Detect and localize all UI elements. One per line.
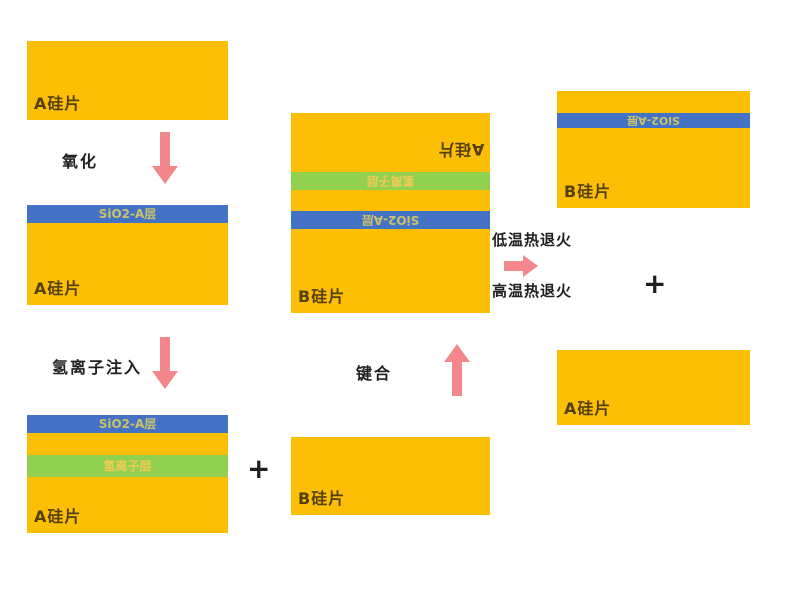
implant-down-arrow-icon [152, 337, 178, 389]
wafer-b-label: B硅片 [298, 287, 346, 306]
wafer-b-plain: B硅片 [291, 437, 490, 515]
oxide-layer-band: SiO2-A层 [27, 205, 228, 223]
wafer-b-label: B硅片 [298, 489, 346, 508]
arrow-shaft [160, 337, 170, 371]
arrow-shaft [504, 261, 523, 271]
bonding-up-arrow-icon [444, 344, 470, 396]
low-temp-anneal-label: 低温热退火 [492, 231, 573, 249]
oxide-layer-label: SiO2-A层 [98, 417, 157, 431]
wafer-b-label: B硅片 [564, 182, 612, 201]
wafer-a-label: A硅片 [34, 279, 82, 298]
arrow-head [152, 166, 178, 184]
silicon-gap-layer [27, 433, 228, 455]
bonded-stack: A硅片 氢离子层 SiO2-A层 B硅片 [291, 113, 490, 313]
oxide-layer-band: SiO2-A层 [27, 415, 228, 433]
transferred-silicon-layer [557, 91, 750, 113]
wafer-a-reclaimed: A硅片 [557, 350, 750, 425]
wafer-b-layer: B硅片 [291, 229, 490, 313]
oxide-layer-band: SiO2-A层 [291, 211, 490, 229]
wafer-a-label: A硅片 [34, 94, 82, 113]
oxidation-label: 氧化 [62, 152, 99, 171]
arrow-shaft [452, 362, 462, 396]
flipped-hydrogen-layer-label: 氢离子层 [366, 174, 415, 188]
oxide-layer-label: SiO2-A层 [98, 207, 157, 221]
flipped-wafer-a-label: A硅片 [436, 140, 484, 159]
flipped-oxide-layer-label: SiO2-A层 [627, 114, 680, 127]
wafer-a-implanted: SiO2-A层 氢离子层 A硅片 [27, 415, 228, 533]
bonding-label: 键合 [356, 364, 393, 383]
flipped-wafer-a-layer: A硅片 [291, 113, 490, 172]
oxidation-down-arrow-icon [152, 132, 178, 184]
arrow-head [152, 371, 178, 389]
high-temp-anneal-label: 高温热退火 [492, 282, 573, 300]
flipped-oxide-layer-label: SiO2-A层 [361, 213, 420, 227]
wafer-a-label: A硅片 [564, 399, 612, 418]
wafer-a-oxidized: SiO2-A层 A硅片 [27, 205, 228, 305]
anneal-right-arrow-icon [504, 255, 538, 277]
hydrogen-layer-label: 氢离子层 [103, 459, 152, 473]
arrow-shaft [160, 132, 170, 166]
wafer-a-label: A硅片 [34, 507, 82, 526]
soi-result-wafer: SiO2-A层 B硅片 [557, 91, 750, 208]
plus-sign: + [643, 267, 667, 300]
arrow-head [523, 255, 538, 277]
silicon-gap-layer [291, 190, 490, 211]
plus-sign: + [247, 452, 271, 485]
arrow-head [444, 344, 470, 362]
hydrogen-layer-band: 氢离子层 [291, 172, 490, 190]
hydrogen-layer-band: 氢离子层 [27, 455, 228, 477]
wafer-a-plain: A硅片 [27, 41, 228, 120]
ion-implant-label: 氢离子注入 [52, 358, 143, 377]
oxide-layer-band: SiO2-A层 [557, 113, 750, 128]
